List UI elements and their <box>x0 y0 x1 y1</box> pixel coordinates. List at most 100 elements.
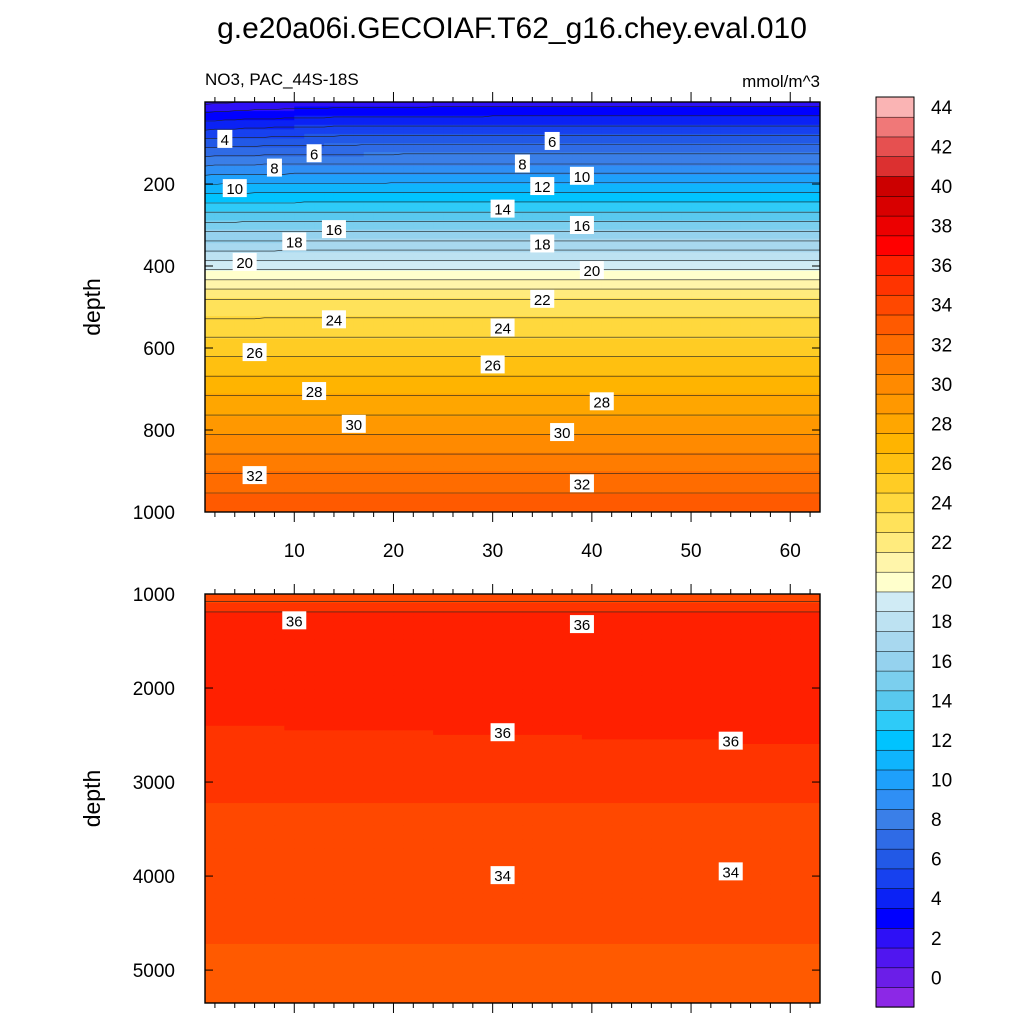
lower-ytick-label: 5000 <box>133 961 175 982</box>
colorbar-frame <box>875 96 915 1008</box>
lower-contour-label: 36 <box>494 725 511 742</box>
upper-contour-label: 28 <box>306 384 323 401</box>
colorbar-swatch <box>875 433 915 454</box>
lower-contour-label-box <box>490 723 515 742</box>
colorbar-swatch <box>875 413 915 434</box>
upper-contour-label-box <box>579 261 604 280</box>
colorbar-swatch <box>875 116 915 138</box>
upper-contour-label-box <box>266 158 282 177</box>
colorbar-swatch <box>875 591 915 612</box>
colorbar-label: 8 <box>931 810 942 831</box>
upper-contour-label: 6 <box>548 134 556 151</box>
upper-xtick-label: 50 <box>680 541 701 562</box>
colorbar-swatch <box>875 492 915 514</box>
upper-contour-label-box <box>514 154 530 173</box>
upper-contour-label-box <box>217 129 233 148</box>
upper-xtick-label: 20 <box>383 541 404 562</box>
colorbar-label: 32 <box>931 335 952 356</box>
colorbar-swatch <box>875 888 915 909</box>
colorbar-swatch <box>875 907 915 929</box>
upper-contour-label: 20 <box>236 255 253 272</box>
upper-contour-label-box <box>530 289 555 308</box>
colorbar-label: 0 <box>931 968 942 989</box>
colorbar-swatch <box>875 551 915 573</box>
colorbar-swatch <box>875 96 915 118</box>
upper-xtick-label: 40 <box>581 541 602 562</box>
colorbar-label: 16 <box>931 652 952 673</box>
upper-ytick-label: 200 <box>143 175 175 196</box>
colorbar-swatch <box>875 314 915 336</box>
lower-contour-label-box <box>718 731 743 750</box>
upper-contour-label: 32 <box>246 468 263 485</box>
colorbar-swatch <box>875 175 915 197</box>
colorbar-swatch <box>875 531 915 553</box>
upper-contour-label-box <box>569 216 594 234</box>
lower-ytick-label: 2000 <box>133 679 175 700</box>
lower-ytick-label: 1000 <box>133 585 175 606</box>
upper-contour-label-box <box>321 220 346 239</box>
colorbar-swatch <box>875 690 915 711</box>
upper-contour-label: 24 <box>494 321 511 338</box>
colorbar-swatch <box>875 749 915 771</box>
lower-contour-label: 34 <box>722 864 739 881</box>
lower-contour-label: 36 <box>574 617 591 634</box>
colorbar-swatch <box>875 195 915 217</box>
colorbar-swatch <box>875 294 915 316</box>
upper-contour-label: 28 <box>593 394 610 411</box>
upper-contour-label-box <box>589 392 614 411</box>
upper-contour-label: 16 <box>326 222 343 239</box>
colorbar-swatch <box>875 235 915 256</box>
upper-contour-label-box <box>530 177 555 196</box>
colorbar-label: 14 <box>931 691 953 712</box>
lower-contour-label: 36 <box>722 734 739 751</box>
upper-contour-label: 32 <box>574 476 591 493</box>
colorbar-swatch <box>875 808 915 830</box>
colorbar-label: 4 <box>931 889 942 910</box>
upper-contour-label-box <box>341 414 366 433</box>
upper-contour-label: 22 <box>534 292 551 309</box>
upper-contour-label-box <box>222 179 247 198</box>
lower-contour-label-box <box>490 866 515 885</box>
lower-contour-label: 34 <box>494 868 511 885</box>
colorbar-swatch <box>875 650 915 672</box>
upper-contour-label-box <box>480 355 505 374</box>
colorbar-swatch <box>875 828 915 850</box>
colorbar-label: 18 <box>931 612 952 633</box>
upper-contour-label-box <box>232 252 257 271</box>
colorbar-swatch <box>875 334 915 355</box>
upper-contour-label: 30 <box>345 417 362 434</box>
upper-contour-label: 26 <box>246 345 263 362</box>
upper-contour-label: 20 <box>584 263 601 280</box>
colorbar-swatch <box>875 274 915 296</box>
colorbar-label: 2 <box>931 929 942 950</box>
upper-contour-label: 10 <box>574 169 591 186</box>
lower-contour-label-box <box>569 615 594 634</box>
lower-ytick-label: 3000 <box>133 773 175 794</box>
lower-ytick-label: 4000 <box>133 867 175 888</box>
lower-panel: 1000 2000 3000 4000 5000 depth 36 36 36 36 34 34 <box>79 584 821 1013</box>
colorbar-label: 28 <box>931 414 952 435</box>
lower-contour-label-box <box>282 611 307 630</box>
upper-contour-label-box <box>282 232 307 251</box>
lower-contour-label-box <box>718 862 743 881</box>
colorbar-swatch <box>875 927 915 949</box>
chart-title: g.e20a06i.GECOIAF.T62_g16.chey.eval.010 <box>217 12 807 45</box>
upper-contour-label-box <box>550 423 575 442</box>
upper-contour-label: 12 <box>534 179 551 196</box>
colorbar-swatch <box>875 986 915 1008</box>
upper-contour-label: 4 <box>221 132 229 149</box>
colorbar-swatch <box>875 215 915 237</box>
chart-units: mmol/m^3 <box>742 72 820 91</box>
upper-xtick-label: 30 <box>482 541 503 562</box>
colorbar-swatch <box>875 452 915 474</box>
colorbar-swatch <box>875 710 915 731</box>
upper-contour-label-box <box>544 131 560 150</box>
colorbar-swatch <box>875 947 915 969</box>
upper-contour-field <box>205 102 820 512</box>
upper-contour-label: 16 <box>574 218 591 235</box>
upper-contour-label: 6 <box>310 146 318 163</box>
upper-contour-label-box <box>490 199 515 218</box>
lower-contour-label: 36 <box>286 613 303 630</box>
upper-contour-label: 18 <box>534 236 551 253</box>
colorbar-label: 40 <box>931 177 952 198</box>
